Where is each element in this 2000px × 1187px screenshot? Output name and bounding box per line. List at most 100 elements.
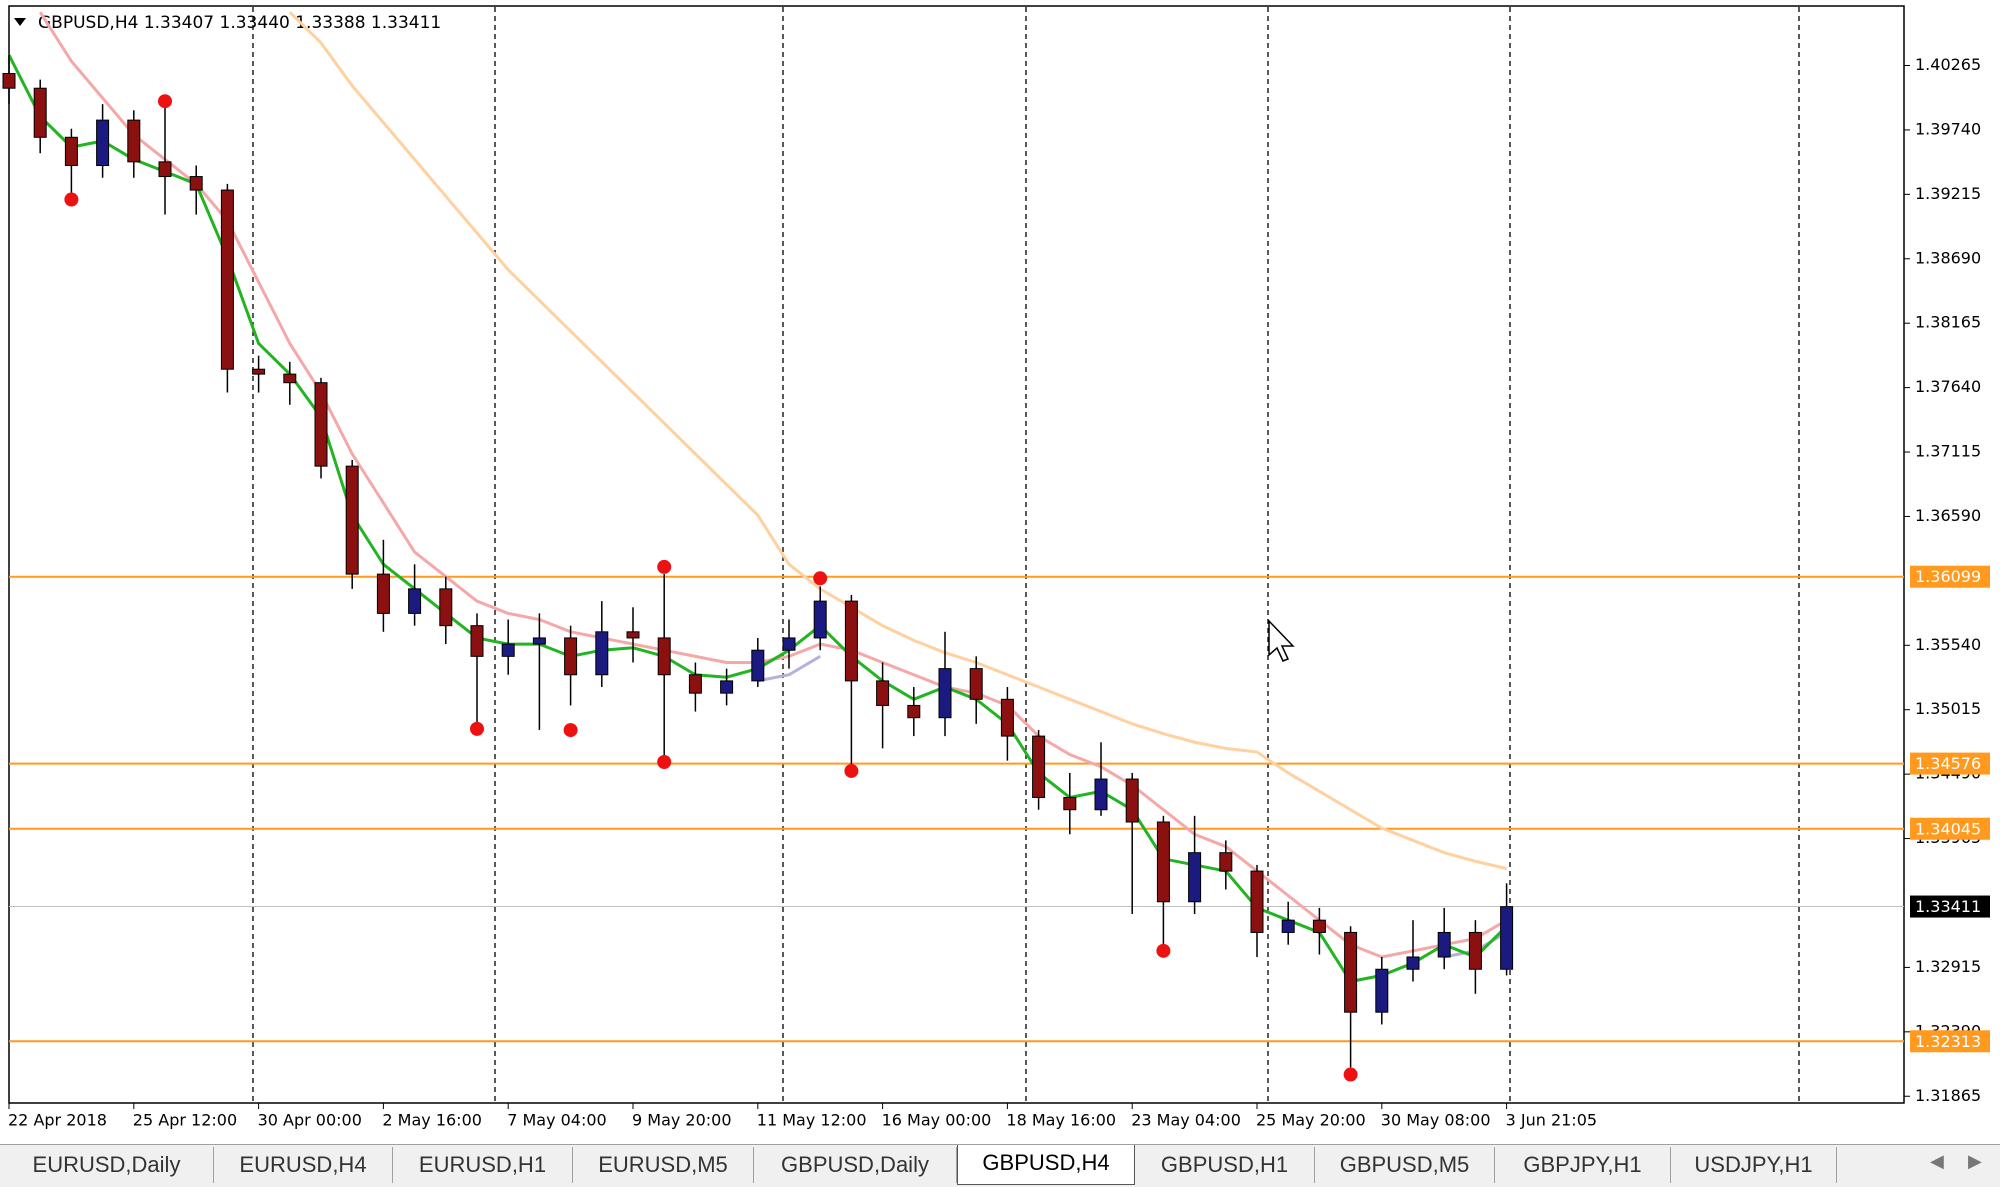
x-tick-label: 22 Apr 2018 [8,1111,107,1130]
x-tick-label: 7 May 04:00 [507,1111,607,1130]
candle-body [127,119,141,163]
moving-average [288,11,1507,871]
level-label-box [1910,1030,1990,1053]
chart-tab[interactable]: GBPUSD,H1 [1135,1147,1315,1183]
candle-body [1406,956,1420,970]
level-label: 1.32313 [1915,1032,1981,1051]
candle-body [1000,698,1014,737]
fractal-marker [563,723,578,738]
fractal-marker [657,559,672,574]
candle-body [688,674,702,694]
level-label-box [1910,817,1990,840]
chart-header: GBPUSD,H4 1.33407 1.33440 1.33388 1.3341… [38,13,441,33]
y-tick-label: 1.38690 [1915,248,1981,267]
level-label-box [1910,565,1990,588]
candle-body [2,72,16,89]
moving-average [757,655,821,683]
candle-body [189,176,203,191]
candle-body [1312,919,1326,933]
candle-body [314,382,328,467]
candle-body [1468,931,1482,970]
candle-body [1500,906,1514,970]
x-tick-label: 25 Apr 12:00 [133,1111,237,1130]
x-tick-label: 11 May 12:00 [757,1111,867,1130]
tab-scroll-right[interactable]: ▶ [1968,1151,1982,1171]
x-tick-label: 18 May 16:00 [1006,1111,1116,1130]
y-tick-label: 1.32915 [1915,957,1981,976]
candle-body [532,637,546,645]
y-tick-label: 1.39215 [1915,184,1981,203]
candle-body [626,631,640,639]
candle-body [1063,796,1077,811]
x-tick-label: 30 Apr 00:00 [258,1111,362,1130]
chart-tab[interactable]: EURUSD,H1 [393,1147,573,1183]
candle-body [1281,919,1295,933]
candle-body [470,625,484,657]
level-label: 1.34045 [1915,819,1981,838]
candle-body [1219,852,1233,872]
candle-body [376,573,390,614]
candle-body [813,600,827,639]
candle-body [33,87,47,138]
candle-body [220,189,234,370]
x-tick-label: 2 May 16:00 [382,1111,482,1130]
chart-tab[interactable]: GBPJPY,H1 [1495,1147,1671,1183]
current-price-box [1910,895,1990,918]
menu-arrow[interactable] [14,18,26,26]
x-tick-label: 30 May 08:00 [1381,1111,1491,1130]
candle-body [564,637,578,676]
fractal-marker [1156,943,1171,958]
candle-body [158,161,172,178]
candle-body [844,600,858,682]
chart-tab[interactable]: GBPUSD,H4 [957,1145,1135,1185]
candle-body [283,373,297,384]
candle-body [720,680,734,694]
fractal-marker [64,192,79,207]
y-tick-label: 1.39740 [1915,119,1981,138]
chart-tab[interactable]: EURUSD,H4 [214,1147,393,1183]
x-tick-label: 23 May 04:00 [1131,1111,1241,1130]
x-tick-label: 25 May 20:00 [1256,1111,1366,1130]
x-tick-label: 9 May 20:00 [632,1111,732,1130]
fractal-marker [158,94,172,109]
candle-body [408,588,422,614]
chart: GBPUSD,H4 1.33407 1.33440 1.33388 1.3341… [2,5,1990,1130]
candle-body [595,631,609,676]
level-label: 1.36099 [1915,567,1981,586]
candle-body [252,368,266,375]
candle-body [1188,852,1202,903]
y-tick-label: 1.31865 [1915,1086,1981,1105]
tab-scroll-left[interactable]: ◀ [1930,1151,1944,1171]
chart-tab[interactable]: EURUSD,M5 [573,1147,754,1183]
candle-body [1032,735,1046,798]
chart-tab[interactable]: EURUSD,Daily [0,1147,214,1183]
candle-body [1156,821,1170,903]
candle-body [876,680,890,706]
candle-body [96,119,110,167]
candle-body [345,465,359,575]
chart-tab[interactable]: USDJPY,H1 [1671,1147,1837,1183]
x-tick-label: 3 Jun 21:05 [1506,1111,1597,1130]
candle-body [1250,870,1264,933]
plot-frame [8,5,1905,1104]
y-tick-label: 1.35540 [1915,635,1981,654]
mouse-cursor [1268,619,1295,662]
candle-body [1375,968,1389,1013]
fractal-marker [470,721,484,736]
fractal-marker [844,763,859,778]
level-label-box [1910,752,1990,775]
fractal-marker [657,754,672,769]
candle-body [907,704,921,719]
candle-body [1094,778,1108,811]
y-tick-label: 1.38165 [1915,313,1981,332]
chart-tab[interactable]: GBPUSD,M5 [1315,1147,1495,1183]
chart-tab[interactable]: GBPUSD,Daily [754,1147,957,1183]
candle-body [439,588,453,627]
tab-bar: ◀ ▶ EURUSD,Daily EURUSD,H4 EURUSD,H1 EURUSD… [0,1144,2000,1187]
candle-body [1437,931,1451,958]
fractal-marker [813,571,828,586]
y-tick-label: 1.36590 [1915,506,1981,525]
candle-body [782,637,796,651]
candle-body [969,668,983,700]
